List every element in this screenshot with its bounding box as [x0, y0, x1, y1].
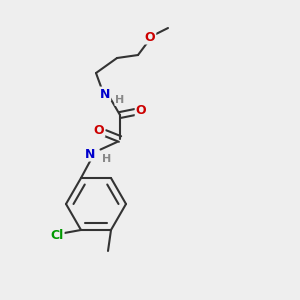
Text: Cl: Cl [50, 230, 64, 242]
Text: N: N [85, 148, 95, 160]
Text: N: N [100, 88, 110, 100]
Text: H: H [102, 154, 111, 164]
Text: H: H [116, 95, 124, 105]
Text: O: O [145, 31, 155, 44]
Text: O: O [136, 104, 146, 117]
Text: O: O [94, 124, 104, 136]
